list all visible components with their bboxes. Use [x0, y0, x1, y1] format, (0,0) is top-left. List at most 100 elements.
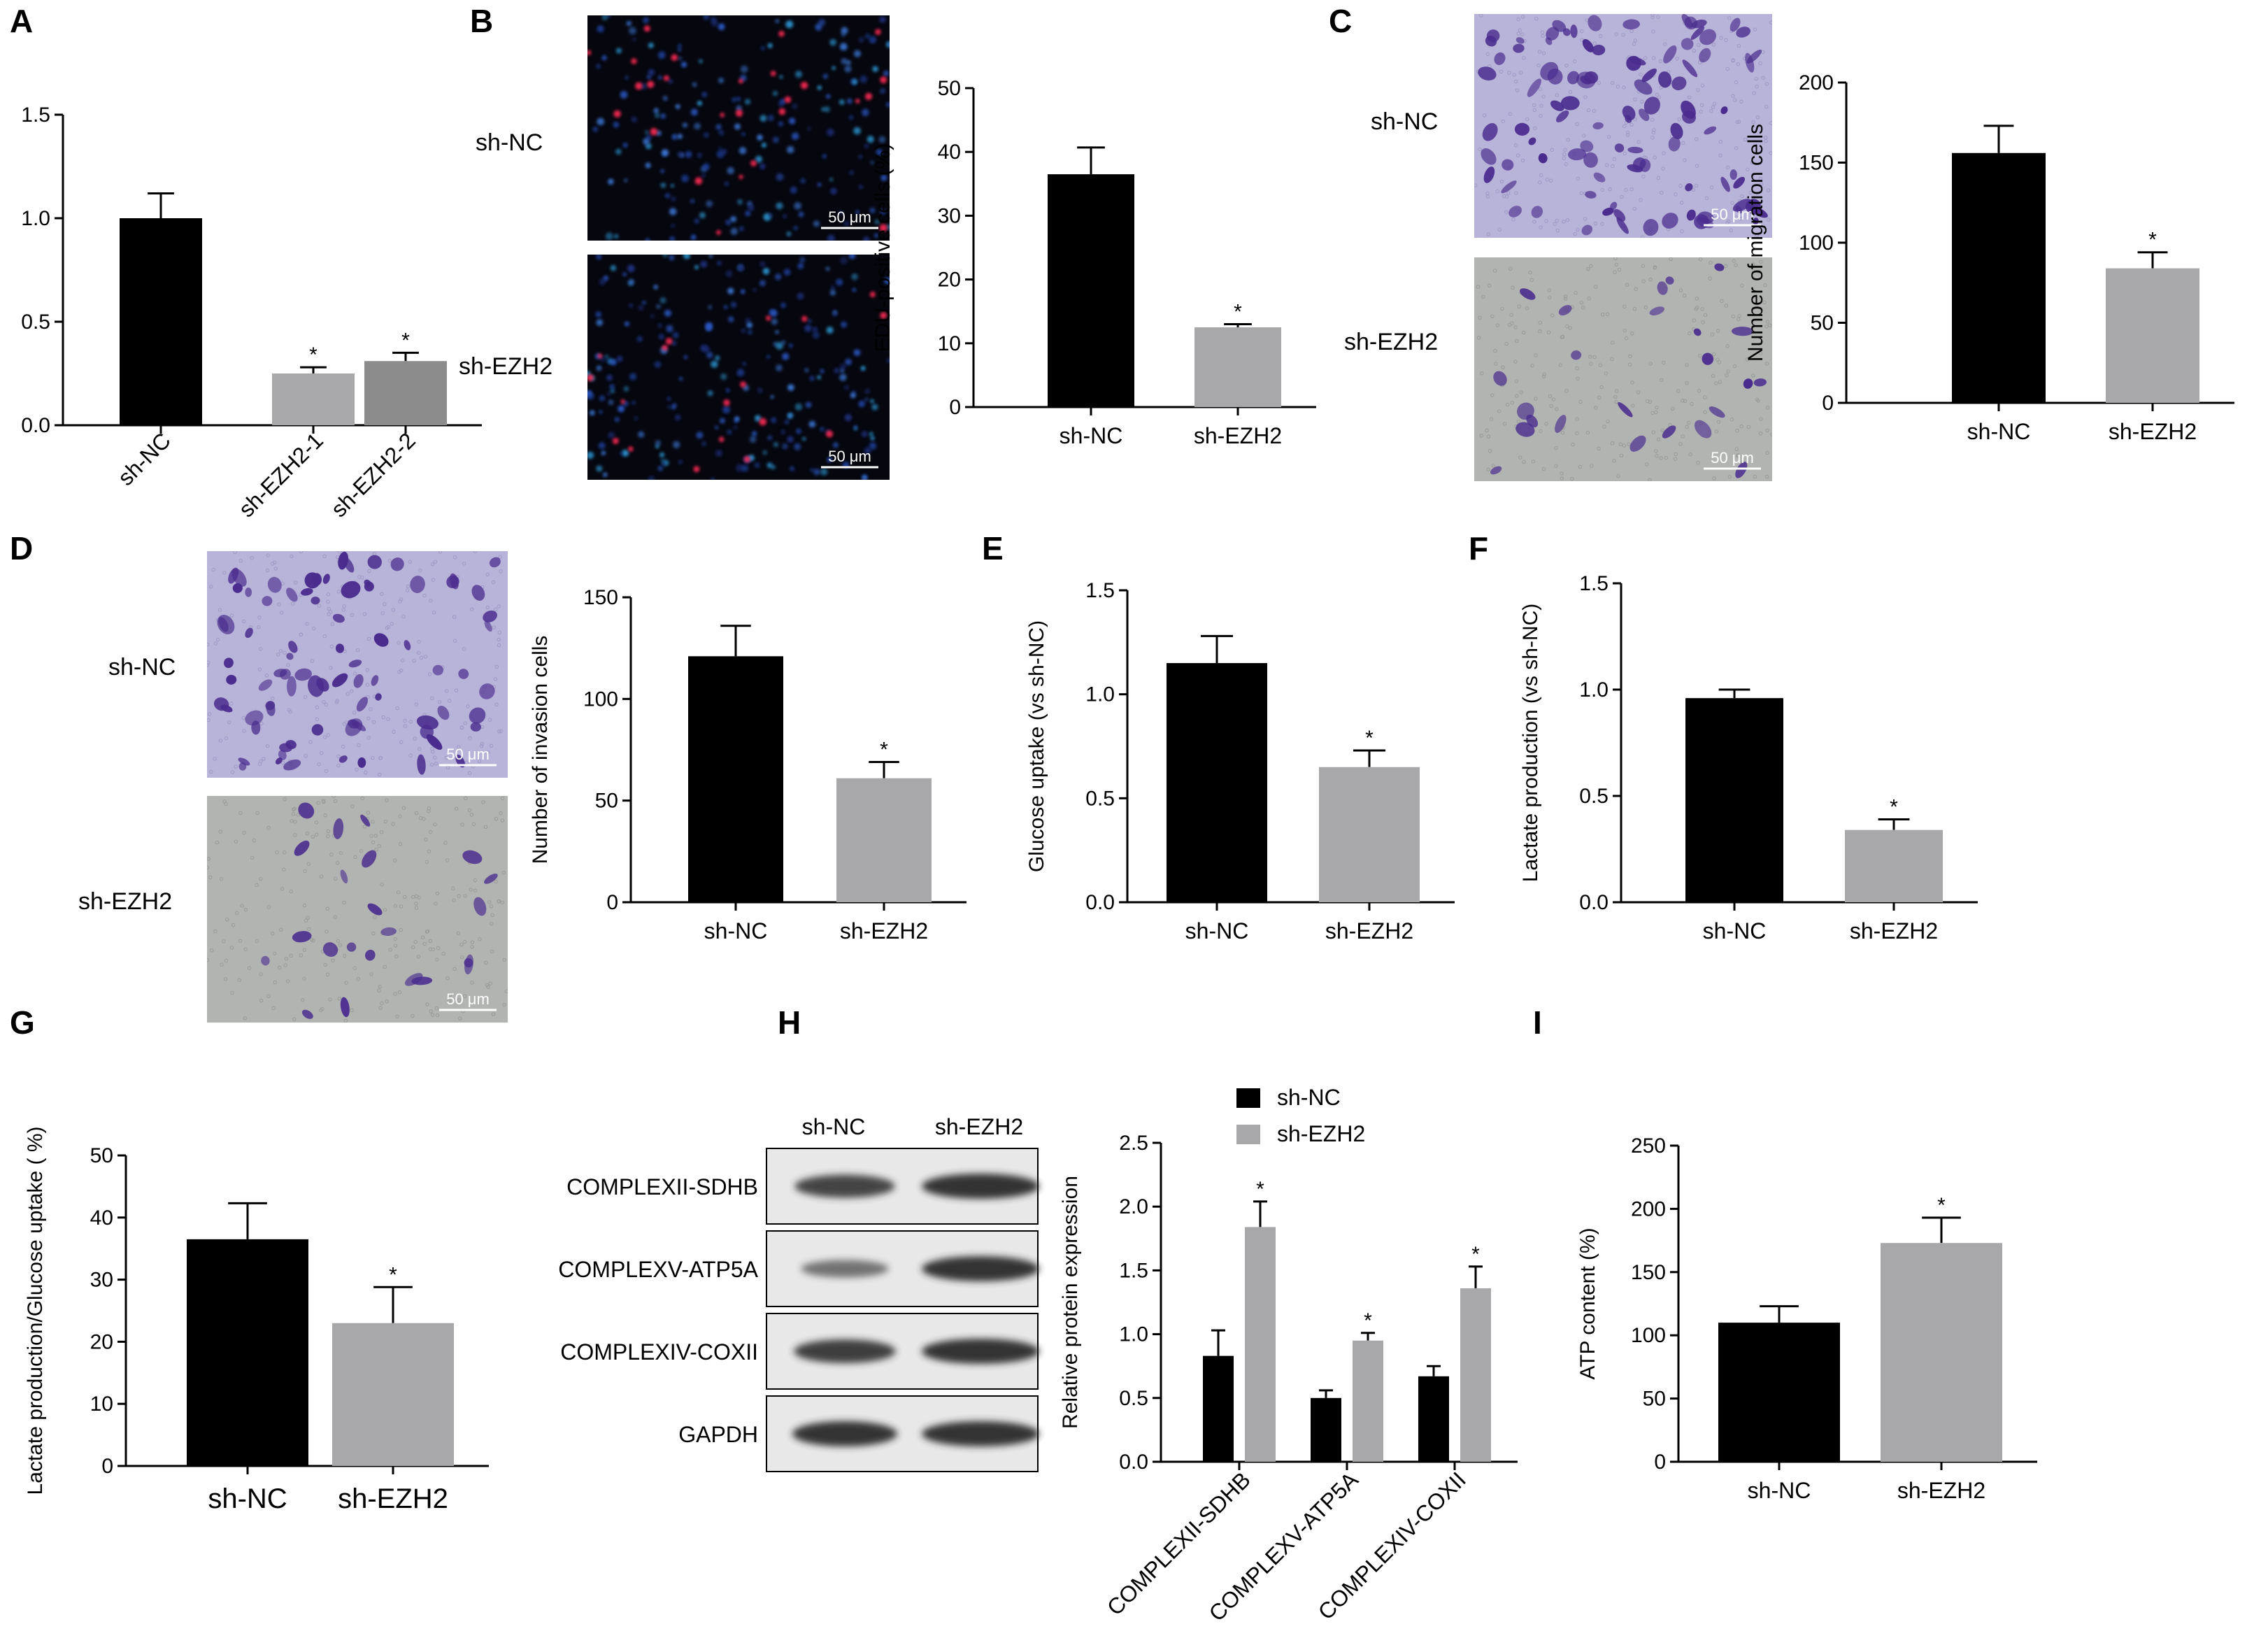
y-tick-label: 0.0	[1579, 891, 1609, 914]
bar-sh-NC	[1203, 1355, 1234, 1462]
y-axis-label: Number of migration cells	[1744, 124, 1767, 362]
y-tick-label: 150	[1799, 152, 1834, 175]
panel-letter-c: C	[1329, 3, 1352, 39]
y-tick-label: 0.0	[1119, 1451, 1148, 1474]
y-tick-label: 0.5	[1085, 787, 1115, 810]
y-tick-label: 40	[938, 141, 961, 164]
image-label-c-bottom: sh-EZH2	[1344, 329, 1438, 355]
y-tick-label: 200	[1631, 1197, 1666, 1220]
y-tick-label: 0.0	[21, 414, 50, 437]
y-tick-label: 2.0	[1119, 1195, 1148, 1218]
y-tick-label: 20	[938, 269, 961, 292]
y-tick-label: 100	[583, 688, 618, 711]
blot-band	[794, 1339, 896, 1363]
significance-marker: *	[1365, 727, 1374, 750]
blot-row-label: COMPLEXIV-COXII	[560, 1339, 758, 1365]
significance-marker: *	[880, 738, 888, 761]
blot-band	[922, 1421, 1039, 1446]
bar-sh-EZH2	[1460, 1288, 1491, 1462]
image-label-d-bottom: sh-EZH2	[78, 888, 172, 915]
y-tick-label: 1.0	[1085, 683, 1115, 706]
western-blot: sh-NC sh-EZH2 COMPLEXII-SDHB COMPLEXV-ATP5A…	[558, 1114, 1039, 1472]
y-tick-label: 100	[1631, 1324, 1666, 1347]
bar	[1048, 174, 1134, 407]
x-tick-label: sh-EZH2	[2109, 419, 2197, 444]
y-axis-label: ATP content (%)	[1576, 1227, 1599, 1379]
bar	[1194, 327, 1281, 407]
y-tick-label: 0	[101, 1455, 113, 1478]
y-tick-label: 0.5	[1119, 1387, 1148, 1410]
panel-letter-e: E	[982, 530, 1004, 567]
y-tick-label: 1.0	[1119, 1323, 1148, 1346]
bar-sh-EZH2	[1245, 1227, 1276, 1462]
migration-image-sh-ezh2: 50 μm	[1474, 257, 1772, 481]
y-tick-label: 20	[90, 1330, 113, 1353]
scale-bar-label: 50 μm	[828, 448, 871, 465]
scale-bar-label: 50 μm	[1711, 206, 1754, 223]
scale-bar-label: 50 μm	[446, 990, 490, 1008]
panel-letter-h: H	[778, 1004, 801, 1041]
x-tick-label: sh-NC	[1967, 419, 2031, 444]
image-label-b-bottom: sh-EZH2	[459, 353, 552, 380]
chart-b: 0 10 20 30 40 50 EDU-positive cells (%) sh-NC * s…	[871, 77, 1316, 448]
y-tick-label: 10	[90, 1393, 113, 1416]
y-tick-label: 1.5	[21, 104, 50, 127]
y-tick-label: 100	[1799, 232, 1834, 255]
blot-row-label: COMPLEXII-SDHB	[566, 1174, 758, 1199]
y-axis-label: Lactate production/Glucose uptake ( %)	[24, 1127, 47, 1495]
y-tick-label: 1.5	[1119, 1259, 1148, 1282]
panel-letter-b: B	[470, 3, 493, 39]
bar	[2106, 268, 2199, 403]
bar-sh-NC	[1311, 1397, 1341, 1462]
legend-label: sh-NC	[1277, 1085, 1341, 1110]
significance-marker: *	[389, 1263, 397, 1286]
x-tick-label: sh-EZH2	[840, 918, 928, 944]
y-tick-label: 30	[90, 1269, 113, 1292]
legend-swatch	[1236, 1088, 1260, 1108]
x-tick-label: sh-NC	[1703, 918, 1767, 944]
chart-i: 0 50 100 150 200 250 ATP content (%) sh-NC * sh-E…	[1576, 1134, 2037, 1503]
bar	[332, 1323, 454, 1466]
y-axis-label: Number of invasion cells	[529, 636, 552, 864]
invasion-image-sh-nc: 50 μm	[207, 551, 508, 778]
y-tick-label: 0.5	[21, 311, 50, 334]
y-tick-label: 50	[90, 1144, 113, 1167]
significance-marker: *	[309, 343, 318, 366]
y-tick-label: 2.5	[1119, 1132, 1148, 1155]
blot-band	[792, 1421, 897, 1446]
significance-marker: *	[2148, 229, 2157, 252]
edu-image-sh-ezh2: 50 μm	[587, 255, 890, 480]
y-axis-label: Lactate production (vs sh-NC)	[1519, 604, 1542, 883]
significance-marker: *	[1890, 795, 1898, 818]
y-tick-label: 200	[1799, 71, 1834, 94]
significance-marker: *	[1471, 1243, 1480, 1266]
x-tick-label: sh-NC	[113, 427, 176, 490]
bar-sh-EZH2	[1353, 1340, 1383, 1462]
chart-d: 0 50 100 150 Number of invasion cells sh-NC * s…	[529, 586, 967, 944]
bar-sh-NC	[1418, 1376, 1449, 1462]
bar	[120, 218, 202, 425]
x-tick-label: sh-EZH2-1	[234, 427, 328, 522]
image-label-c-top: sh-NC	[1371, 108, 1438, 135]
y-tick-label: 40	[90, 1206, 113, 1230]
blot-row-label: GAPDH	[678, 1422, 758, 1447]
bar	[1685, 698, 1783, 902]
bar	[1319, 767, 1420, 902]
significance-marker: *	[401, 329, 410, 352]
y-tick-label: 250	[1631, 1134, 1666, 1158]
bar	[1718, 1323, 1840, 1462]
y-axis-label: EDU-positive cells (%)	[871, 143, 894, 352]
y-tick-label: 0	[606, 891, 618, 914]
y-tick-label: 50	[595, 790, 618, 813]
y-tick-label: 50	[938, 77, 961, 100]
legend-label: sh-EZH2	[1277, 1121, 1365, 1146]
panel-letter-d: D	[10, 530, 33, 567]
bar	[187, 1239, 308, 1466]
bar	[1167, 663, 1267, 902]
blot-column-label: sh-EZH2	[935, 1114, 1023, 1139]
scale-bar-label: 50 μm	[828, 208, 871, 226]
blot-band	[801, 1260, 889, 1278]
blot-band	[922, 1174, 1039, 1199]
y-tick-label: 1.5	[1085, 579, 1115, 602]
panel-letter-f: F	[1469, 530, 1488, 567]
